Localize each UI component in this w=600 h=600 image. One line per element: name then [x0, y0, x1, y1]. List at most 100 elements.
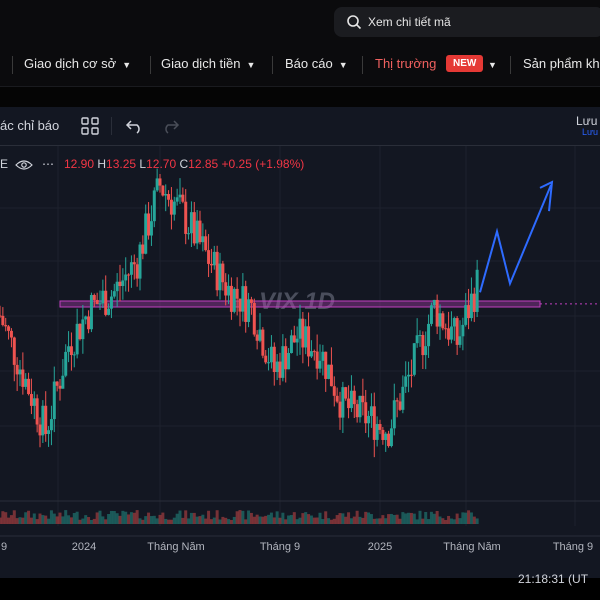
x-axis-tick-label: 9	[1, 541, 7, 553]
candle-body	[155, 178, 159, 191]
chart-area[interactable]: E ⋯ 12.90 H13.25 L12.70 C12.85 +0.25 (+1…	[0, 146, 600, 578]
volume-bar	[407, 512, 411, 524]
volume-bar	[301, 513, 305, 524]
volume-bar	[418, 510, 422, 524]
indicators-button[interactable]: ác chỉ báo	[0, 118, 60, 133]
candle-body	[72, 354, 76, 356]
redo-icon[interactable]	[160, 116, 180, 136]
candle-body	[178, 194, 182, 198]
volume-bar	[78, 519, 82, 524]
candle-body	[358, 395, 362, 418]
candle-body	[75, 323, 79, 355]
search-placeholder: Xem chi tiết mã	[368, 15, 451, 29]
volume-bar	[229, 519, 233, 524]
candle-body	[369, 406, 373, 416]
volume-bar	[464, 512, 468, 524]
nav-item-san-pham[interactable]: Sản phẩm kh	[523, 56, 600, 71]
volume-bar	[181, 517, 185, 524]
candle-body	[255, 334, 259, 341]
candle-body	[181, 194, 185, 202]
volume-bar	[72, 513, 76, 524]
volume-bar	[247, 510, 251, 524]
candle-body	[272, 346, 276, 373]
candle-body	[144, 213, 148, 254]
candle-body	[158, 178, 162, 186]
volume-bar	[129, 512, 133, 524]
volume-bar	[75, 511, 79, 524]
volume-bar	[269, 512, 273, 524]
candle-body	[387, 433, 391, 447]
nav-item-co-so[interactable]: Giao dịch cơ sở ▼	[24, 56, 131, 71]
volume-bar	[115, 513, 119, 524]
volume-bar	[112, 511, 116, 524]
volume-bar	[249, 512, 253, 524]
more-options-icon[interactable]: ⋯	[42, 157, 55, 171]
volume-bar	[458, 518, 462, 524]
candle-body	[247, 299, 251, 322]
nav-item-thi-truong-caret[interactable]: ▼	[488, 56, 497, 71]
volume-bar	[435, 510, 439, 524]
volume-bar	[304, 512, 308, 524]
candle-body	[215, 251, 219, 291]
candle-body	[129, 262, 133, 275]
volume-bar	[4, 512, 8, 524]
volume-bar	[244, 519, 248, 524]
volume-bar	[67, 515, 71, 524]
volume-bar	[338, 513, 342, 524]
volume-bar	[124, 511, 128, 524]
volume-bar	[147, 512, 151, 524]
high-label: H	[97, 157, 107, 171]
volume-bar	[412, 513, 416, 524]
volume-bar	[81, 518, 85, 524]
close-value: 12.85	[188, 157, 219, 171]
candle-body	[167, 194, 171, 200]
candle-body	[318, 360, 322, 369]
volume-bar	[327, 518, 331, 524]
volume-bar	[398, 518, 402, 524]
candle-body	[84, 316, 88, 320]
nav-item-thi-truong[interactable]: Thị trường	[375, 56, 436, 71]
volume-bar	[41, 515, 45, 524]
volume-bar	[461, 512, 465, 524]
volume-bar	[204, 518, 208, 524]
volume-bar	[184, 510, 188, 524]
layout-grid-icon[interactable]	[80, 116, 100, 136]
volume-bar	[218, 519, 222, 524]
price-chart[interactable]: VIX 1D9 2024 Tháng Năm Tháng 9 2025 Tháng Năm…	[0, 146, 600, 566]
candle-body	[324, 351, 328, 379]
candle-body	[412, 343, 416, 375]
nav-divider	[510, 56, 511, 74]
nav-item-bao-cao[interactable]: Báo cáo ▼	[285, 56, 348, 71]
save-button[interactable]: Lưu	[576, 114, 598, 128]
volume-bar	[432, 513, 436, 524]
candle-body	[152, 190, 156, 222]
volume-bar	[352, 516, 356, 524]
nav-item-tien[interactable]: Giao dịch tiền ▼	[161, 56, 255, 71]
volume-bar	[92, 518, 96, 524]
candle-body	[55, 381, 59, 386]
candle-body	[407, 374, 411, 377]
candle-body	[92, 295, 96, 300]
volume-bar	[15, 518, 19, 524]
volume-bar	[321, 519, 325, 524]
undo-icon[interactable]	[125, 116, 145, 136]
candle-body	[427, 323, 431, 347]
volume-bar	[18, 517, 22, 524]
volume-bar	[381, 515, 385, 524]
volume-bar	[438, 516, 442, 524]
candle-body	[367, 415, 371, 424]
volume-bar	[89, 519, 93, 524]
candle-body	[209, 263, 213, 266]
volume-bar	[387, 514, 391, 524]
candle-body	[469, 293, 473, 319]
candle-body	[67, 346, 71, 352]
volume-bar	[87, 517, 91, 524]
candle-body	[112, 291, 116, 297]
candle-body	[107, 308, 111, 315]
volume-bar	[415, 519, 419, 524]
visibility-eye-icon[interactable]	[15, 159, 33, 171]
candle-body	[109, 296, 113, 309]
search-box[interactable]: Xem chi tiết mã	[334, 7, 600, 37]
candle-body	[278, 361, 282, 378]
candle-body	[304, 326, 308, 348]
